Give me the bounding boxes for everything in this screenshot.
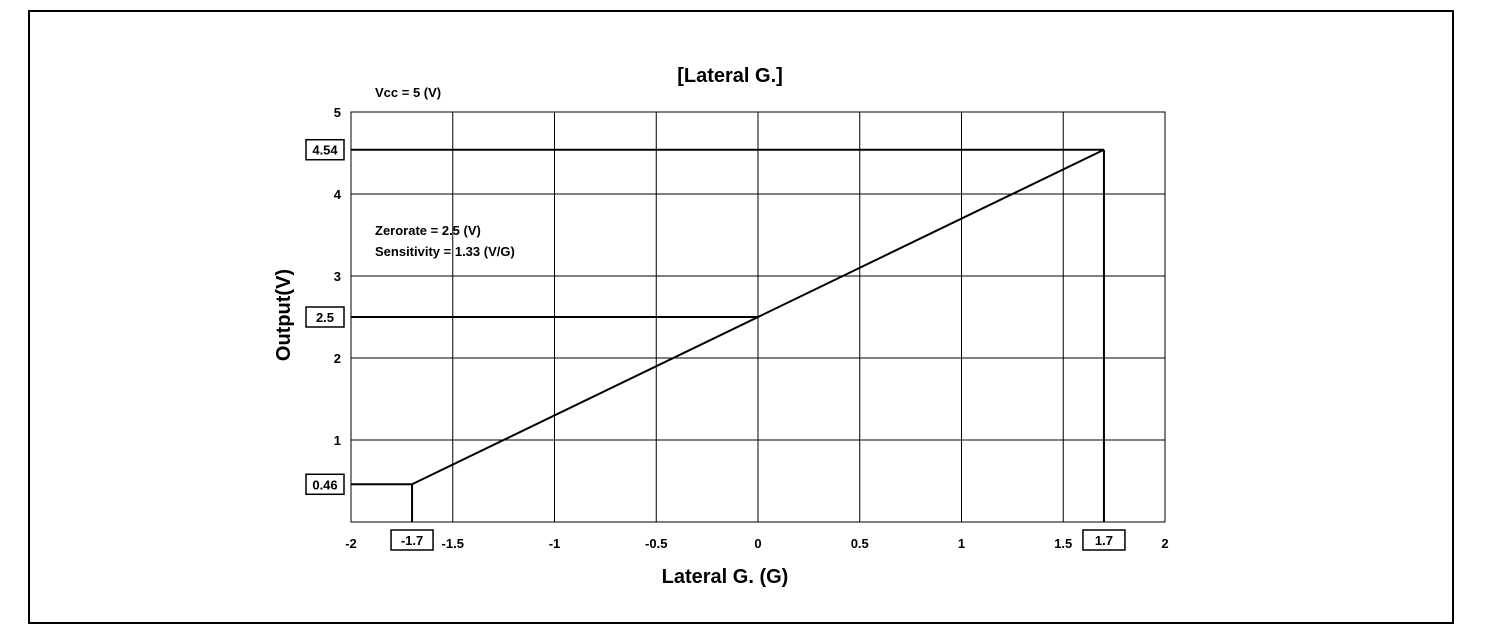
x-tick-label: 1.5 — [1054, 536, 1072, 551]
y-tick-label: 1 — [334, 433, 341, 448]
x-tick-label: 2 — [1161, 536, 1168, 551]
x-tick-label: -2 — [345, 536, 357, 551]
x-tick-label: -1 — [549, 536, 561, 551]
series — [411, 148, 1105, 486]
chart-title: [Lateral G.] — [677, 65, 783, 87]
sensitivity-annotation: Sensitivity = 1.33 (V/G) — [375, 244, 515, 259]
chart-frame — [28, 10, 1454, 624]
x-tick-label: -1.5 — [442, 536, 464, 551]
x-tick-label: 0.5 — [851, 536, 869, 551]
tick-labels: -2 -1.5 -1 -0.5 0 0.5 1 1.5 2 1 2 3 4 5 — [334, 105, 1169, 551]
y-tick-label: 4 — [334, 187, 342, 202]
vcc-annotation: Vcc = 5 (V) — [375, 85, 441, 100]
y-axis-label: Output(V) — [273, 269, 295, 361]
boxed-x-label: 1.7 — [1095, 533, 1113, 548]
y-tick-label: 3 — [334, 269, 341, 284]
y-tick-label: 2 — [334, 351, 341, 366]
boxed-labels: 4.54 2.5 0.46 -1.7 1.7 — [305, 138, 1126, 551]
boxed-y-label: 4.54 — [312, 143, 338, 158]
boxed-y-label: 0.46 — [312, 477, 337, 492]
boxed-x-label-frame — [390, 529, 434, 551]
x-tick-label: 1 — [958, 536, 965, 551]
boxed-y-label-frame — [305, 306, 345, 328]
boxed-y-label-frame — [305, 138, 345, 161]
x-axis-label: Lateral G. (G) — [662, 566, 789, 588]
y-tick-label: 5 — [334, 105, 341, 120]
boxed-x-label-frame — [1082, 529, 1126, 551]
plot-area-border — [350, 111, 1166, 523]
boxed-y-label: 2.5 — [316, 310, 334, 325]
x-tick-label: -0.5 — [645, 536, 667, 551]
x-tick-label: 0 — [754, 536, 761, 551]
zerorate-annotation: Zerorate = 2.5 (V) — [375, 223, 481, 238]
boxed-x-label: -1.7 — [401, 533, 423, 548]
reference-lines — [351, 148, 1105, 522]
output-line — [411, 148, 1105, 486]
boxed-y-label-frame — [305, 473, 345, 496]
